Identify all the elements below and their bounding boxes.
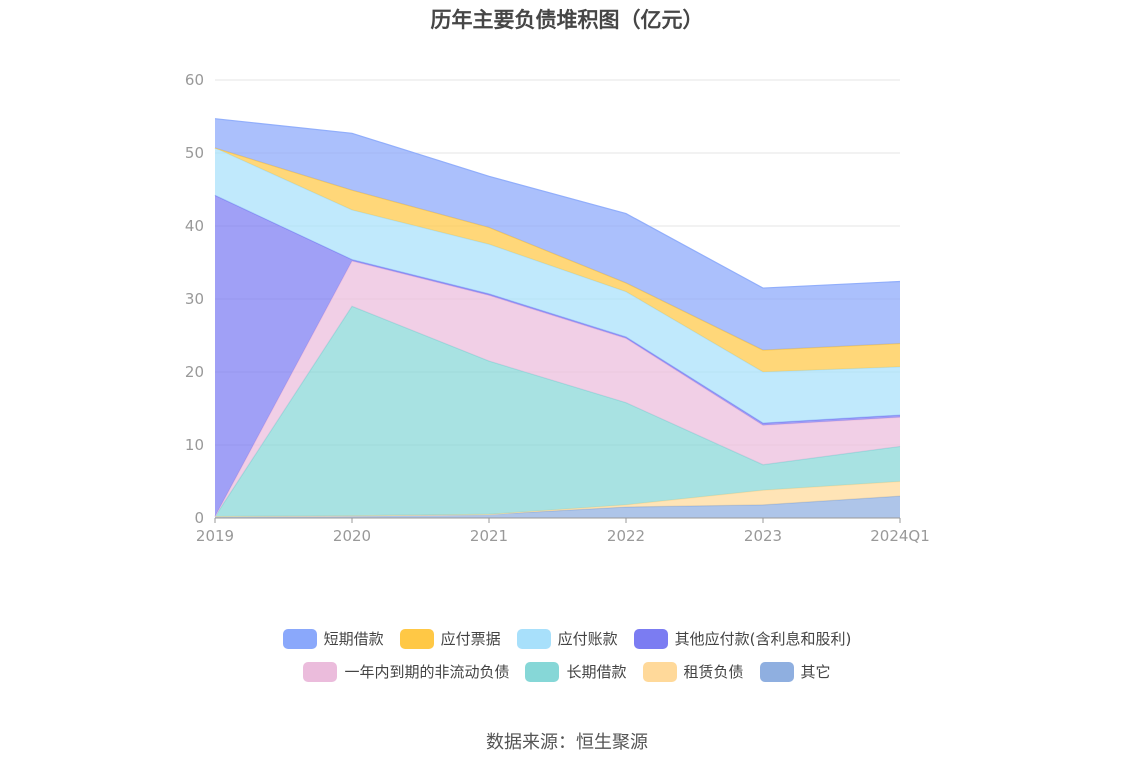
chart-legend: 短期借款 应付票据 应付账款 其他应付款(含利息和股利) 一年内到期的非流动负债 长期借款… (0, 628, 1134, 694)
y-tick-label: 30 (185, 290, 204, 308)
legend-label: 应付账款 (557, 630, 618, 648)
legend-swatch (525, 661, 560, 682)
legend-swatch (642, 661, 677, 682)
legend-swatch (633, 628, 668, 649)
x-tick-label: 2020 (333, 527, 371, 545)
area-长期借款 (215, 306, 900, 517)
legend-swatch (399, 628, 434, 649)
area-应付票据 (215, 147, 900, 372)
x-tick-label: 2024Q1 (870, 527, 930, 545)
legend-item[interactable]: 其他应付款(含利息和股利) (633, 628, 852, 649)
area-租赁负债 (215, 481, 900, 517)
legend-swatch (303, 661, 338, 682)
legend-item[interactable]: 长期借款 (525, 661, 627, 682)
legend-row: 短期借款 应付票据 应付账款 其他应付款(含利息和股利) (0, 628, 1134, 649)
y-tick-label: 10 (185, 436, 204, 454)
legend-label: 一年内到期的非流动负债 (344, 663, 510, 681)
area-应付账款 (215, 147, 900, 424)
chart-title: 历年主要负债堆积图（亿元） (430, 8, 704, 32)
legend-item[interactable]: 短期借款 (282, 628, 384, 649)
area-短期借款 (215, 118, 900, 351)
legend-swatch (282, 628, 317, 649)
legend-swatch (759, 661, 794, 682)
legend-item[interactable]: 应付票据 (399, 628, 501, 649)
legend-item[interactable]: 一年内到期的非流动负债 (303, 661, 509, 682)
legend-row: 一年内到期的非流动负债 长期借款 租赁负债 其它 (0, 661, 1134, 682)
legend-label: 应付票据 (440, 630, 501, 648)
y-tick-label: 50 (185, 144, 204, 162)
legend-label: 其他应付款(含利息和股利) (674, 630, 852, 648)
y-tick-label: 40 (185, 217, 204, 235)
x-tick-label: 2019 (196, 527, 234, 545)
legend-label: 其它 (800, 663, 831, 681)
y-tick-label: 20 (185, 363, 204, 381)
legend-label: 长期借款 (566, 663, 627, 681)
legend-item[interactable]: 应付账款 (516, 628, 618, 649)
legend-label: 短期借款 (323, 630, 384, 648)
legend-item[interactable]: 租赁负债 (642, 661, 744, 682)
y-tick-label: 0 (194, 509, 204, 527)
legend-swatch (516, 628, 551, 649)
series-line-短期借款 (214, 118, 901, 289)
area-其它 (215, 496, 900, 518)
x-tick-label: 2021 (470, 527, 508, 545)
x-tick-label: 2022 (607, 527, 645, 545)
data-source-note: 数据来源：恒生聚源 (486, 732, 648, 753)
y-tick-label: 60 (185, 71, 204, 89)
stacked-area-chart: 0 10 20 30 40 50 60 2019 2020 2021 2022 2023 2024Q1 (185, 71, 930, 545)
legend-item[interactable]: 其它 (759, 661, 831, 682)
legend-label: 租赁负债 (683, 663, 744, 681)
x-tick-label: 2023 (744, 527, 782, 545)
